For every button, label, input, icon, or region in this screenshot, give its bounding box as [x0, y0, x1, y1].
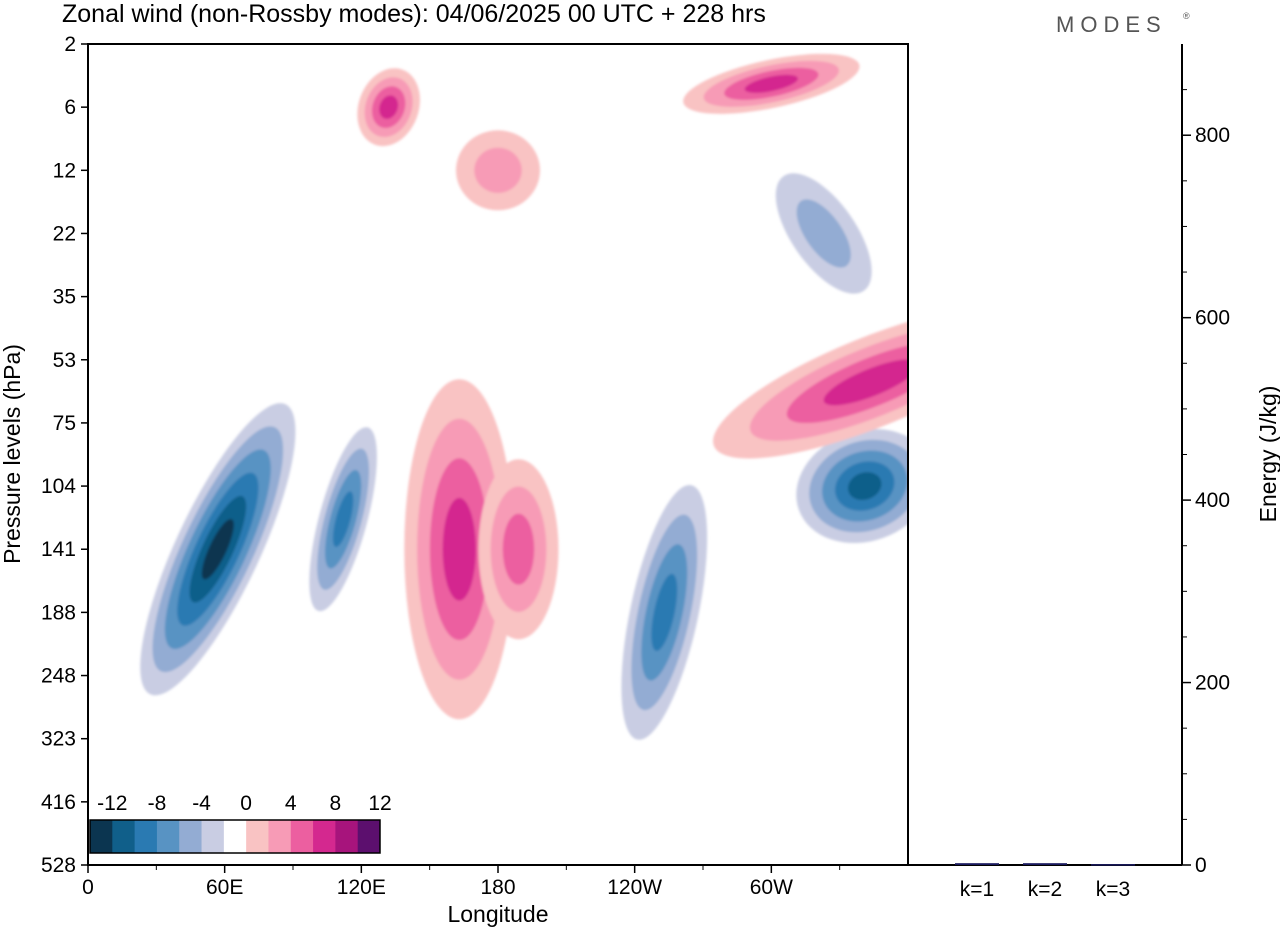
y-tick-label: 22	[53, 222, 76, 245]
contour-level	[332, 491, 354, 548]
y-tick-label: 248	[41, 665, 76, 688]
y-tick-label: 416	[41, 791, 76, 814]
colorbar-swatch	[156, 820, 180, 853]
heatmap-field	[140, 53, 908, 740]
energy-tick-label: 800	[1195, 124, 1230, 147]
colorbar-label: 4	[285, 792, 297, 815]
contour-level	[651, 573, 678, 651]
y-tick-label: 104	[41, 475, 76, 498]
modes-logo: MODES ®	[1056, 11, 1190, 37]
x-tick-label: 120E	[337, 876, 386, 899]
colorbar-swatch	[357, 820, 381, 853]
energy-panel: k=1 k=2 k=3 0 200 400 600 800 Energy (J/kg)	[907, 44, 1280, 901]
contour-level	[442, 497, 476, 601]
contour-level	[847, 472, 882, 501]
y-tick-label: 528	[41, 854, 76, 877]
heatmap-panel: 0 60E 120E 180 120W 60W 2 6 12 22 35 53 75 104 141 188…	[0, 33, 909, 927]
energy-category-label: k=2	[1028, 878, 1062, 901]
easterly-anomaly	[775, 173, 872, 294]
energy-bars: k=1 k=2 k=3	[955, 863, 1135, 901]
y-axis-label: Pressure levels (hPa)	[0, 344, 25, 564]
contour-level	[379, 95, 399, 119]
energy-category-label: k=3	[1096, 878, 1130, 901]
contour-level	[502, 513, 535, 585]
westerly-anomaly	[456, 130, 540, 211]
x-tick-label: 60W	[750, 876, 793, 899]
contour-level	[823, 359, 908, 406]
x-tick-label: 180	[480, 876, 515, 899]
energy-bar	[1023, 863, 1067, 865]
contour-level	[744, 74, 798, 93]
colorbar-label: -8	[148, 792, 167, 815]
westerly-anomaly	[404, 379, 515, 720]
colorbar-swatch	[90, 820, 113, 853]
westerly-anomaly	[478, 459, 559, 640]
energy-axis-label: Energy (J/kg)	[1255, 386, 1280, 523]
colorbar-swatch	[246, 820, 269, 853]
y-tick-label: 2	[64, 33, 76, 56]
colorbar-swatch	[112, 820, 136, 853]
colorbar-swatch	[335, 820, 359, 853]
colorbar-label: 12	[368, 792, 391, 815]
y-tick-label: 12	[53, 159, 76, 182]
energy-tick-label: 600	[1195, 307, 1230, 330]
y-tick-label: 188	[41, 601, 76, 624]
colorbar-swatch	[134, 820, 158, 853]
y-tick-label: 323	[41, 728, 76, 751]
easterly-anomaly	[309, 427, 377, 612]
colorbar-swatch	[268, 820, 292, 853]
y-tick-label: 6	[64, 96, 76, 119]
energy-tick-label: 200	[1195, 672, 1230, 695]
westerly-anomaly	[683, 53, 860, 114]
registered-mark: ®	[1183, 11, 1190, 21]
colorbar-swatch	[223, 820, 247, 853]
energy-bar	[955, 863, 999, 865]
y-tick-label: 75	[53, 412, 76, 435]
pressure-axis: 2 6 12 22 35 53 75 104 141 188 248 323 416 528	[41, 33, 88, 877]
x-tick-label: 120W	[607, 876, 662, 899]
contour-level	[474, 147, 522, 193]
colorbar-label: -12	[97, 792, 127, 815]
colorbar-label: -4	[192, 792, 211, 815]
brand-wordmark: MODES	[1056, 12, 1167, 37]
easterly-anomaly	[140, 403, 296, 696]
westerly-anomaly	[357, 68, 421, 147]
y-tick-label: 53	[53, 349, 76, 372]
energy-category-label: k=1	[960, 878, 994, 901]
x-tick-label: 0	[82, 876, 94, 899]
x-tick-label: 60E	[206, 876, 243, 899]
chart-title: Zonal wind (non-Rossby modes): 04/06/202…	[62, 0, 766, 28]
y-tick-label: 141	[41, 538, 76, 561]
colorbar-swatch	[201, 820, 225, 853]
colorbar-legend: -12 -8 -4 0 4 8 12	[89, 792, 392, 854]
colorbar-label: 8	[330, 792, 342, 815]
colorbar-label: 0	[240, 792, 252, 815]
longitude-axis: 0 60E 120E 180 120W 60W	[82, 865, 841, 899]
easterly-anomaly	[621, 485, 708, 740]
contour-level	[796, 199, 851, 268]
colorbar-swatch	[313, 820, 336, 853]
easterly-anomaly	[796, 429, 908, 544]
colorbar-swatch	[179, 820, 202, 853]
colorbar-frame	[89, 819, 381, 854]
x-axis-label: Longitude	[447, 901, 548, 927]
energy-tick-label: 0	[1195, 854, 1207, 877]
y-tick-label: 35	[53, 286, 76, 309]
westerly-anomaly	[713, 306, 908, 459]
energy-axis: 0 200 400 600 800	[1182, 89, 1230, 877]
energy-bar	[1091, 864, 1135, 866]
colorbar-swatch	[290, 820, 314, 853]
contour-level	[201, 519, 234, 580]
energy-tick-label: 400	[1195, 489, 1230, 512]
